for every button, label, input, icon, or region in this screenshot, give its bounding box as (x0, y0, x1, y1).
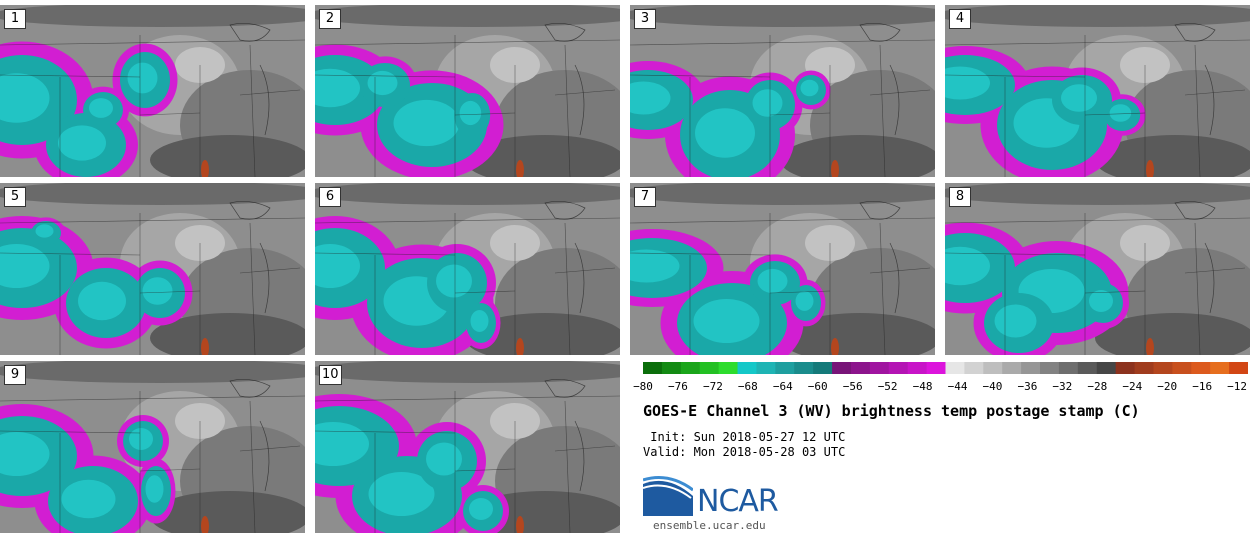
panel-label: 4 (949, 9, 971, 29)
colorbar-tick: −68 (737, 380, 758, 393)
init-time: Init: Sun 2018-05-27 12 UTC (643, 430, 846, 444)
stamp-panel-9: 9 (0, 361, 305, 533)
panel-map (0, 5, 305, 177)
colorbar-tick: −20 (1157, 380, 1178, 393)
panel-label: 2 (319, 9, 341, 29)
panel-label: 5 (4, 187, 26, 207)
figure-title: GOES-E Channel 3 (WV) brightness temp po… (643, 402, 1140, 420)
stamp-panel-6: 6 (315, 183, 620, 355)
colorbar-tick: −24 (1122, 380, 1143, 393)
colorbar-tick: −80 (633, 380, 653, 393)
panel-map (315, 183, 620, 355)
colorbar-tick: −40 (982, 380, 1003, 393)
colorbar-tick: −52 (877, 380, 898, 393)
stamp-panel-3: 3 (630, 5, 935, 177)
stamp-panel-4: 4 (945, 5, 1250, 177)
panel-label: 9 (4, 365, 26, 385)
colorbar-tick: −64 (772, 380, 793, 393)
panel-label: 6 (319, 187, 341, 207)
panel-map (630, 183, 935, 355)
colorbar-tick: −12 (1227, 380, 1248, 393)
stamp-panel-8: 8 (945, 183, 1250, 355)
panel-map (0, 183, 305, 355)
panel-map (315, 361, 620, 533)
colorbar-tick: −60 (807, 380, 828, 393)
panel-map (945, 5, 1250, 177)
colorbar-tick: −44 (947, 380, 968, 393)
panel-label: 7 (634, 187, 656, 207)
stamp-panel-2: 2 (315, 5, 620, 177)
panel-label: 10 (319, 365, 342, 385)
panel-label: 3 (634, 9, 656, 29)
stamp-panel-1: 1 (0, 5, 305, 177)
colorbar (643, 362, 1248, 374)
colorbar-tick: −48 (912, 380, 933, 393)
colorbar-tick: −56 (842, 380, 863, 393)
colorbar-tick: −16 (1192, 380, 1213, 393)
stamp-panel-5: 5 (0, 183, 305, 355)
colorbar-tick: −76 (668, 380, 688, 393)
panel-label: 8 (949, 187, 971, 207)
colorbar-tick: −72 (702, 380, 723, 393)
panel-label: 1 (4, 9, 26, 29)
panel-map (630, 5, 935, 177)
panel-map (0, 361, 305, 533)
colorbar-tick: −36 (1017, 380, 1038, 393)
site-url: ensemble.ucar.edu (653, 519, 766, 532)
colorbar-tick: −28 (1087, 380, 1108, 393)
stamp-panel-10: 10 (315, 361, 620, 533)
panel-map (315, 5, 620, 177)
stamp-panel-7: 7 (630, 183, 935, 355)
ncar-logo-text: NCAR (697, 484, 779, 519)
colorbar-tick: −32 (1052, 380, 1073, 393)
valid-time: Valid: Mon 2018-05-28 03 UTC (643, 445, 846, 459)
panel-map (945, 183, 1250, 355)
ncar-logo-icon (643, 476, 693, 516)
